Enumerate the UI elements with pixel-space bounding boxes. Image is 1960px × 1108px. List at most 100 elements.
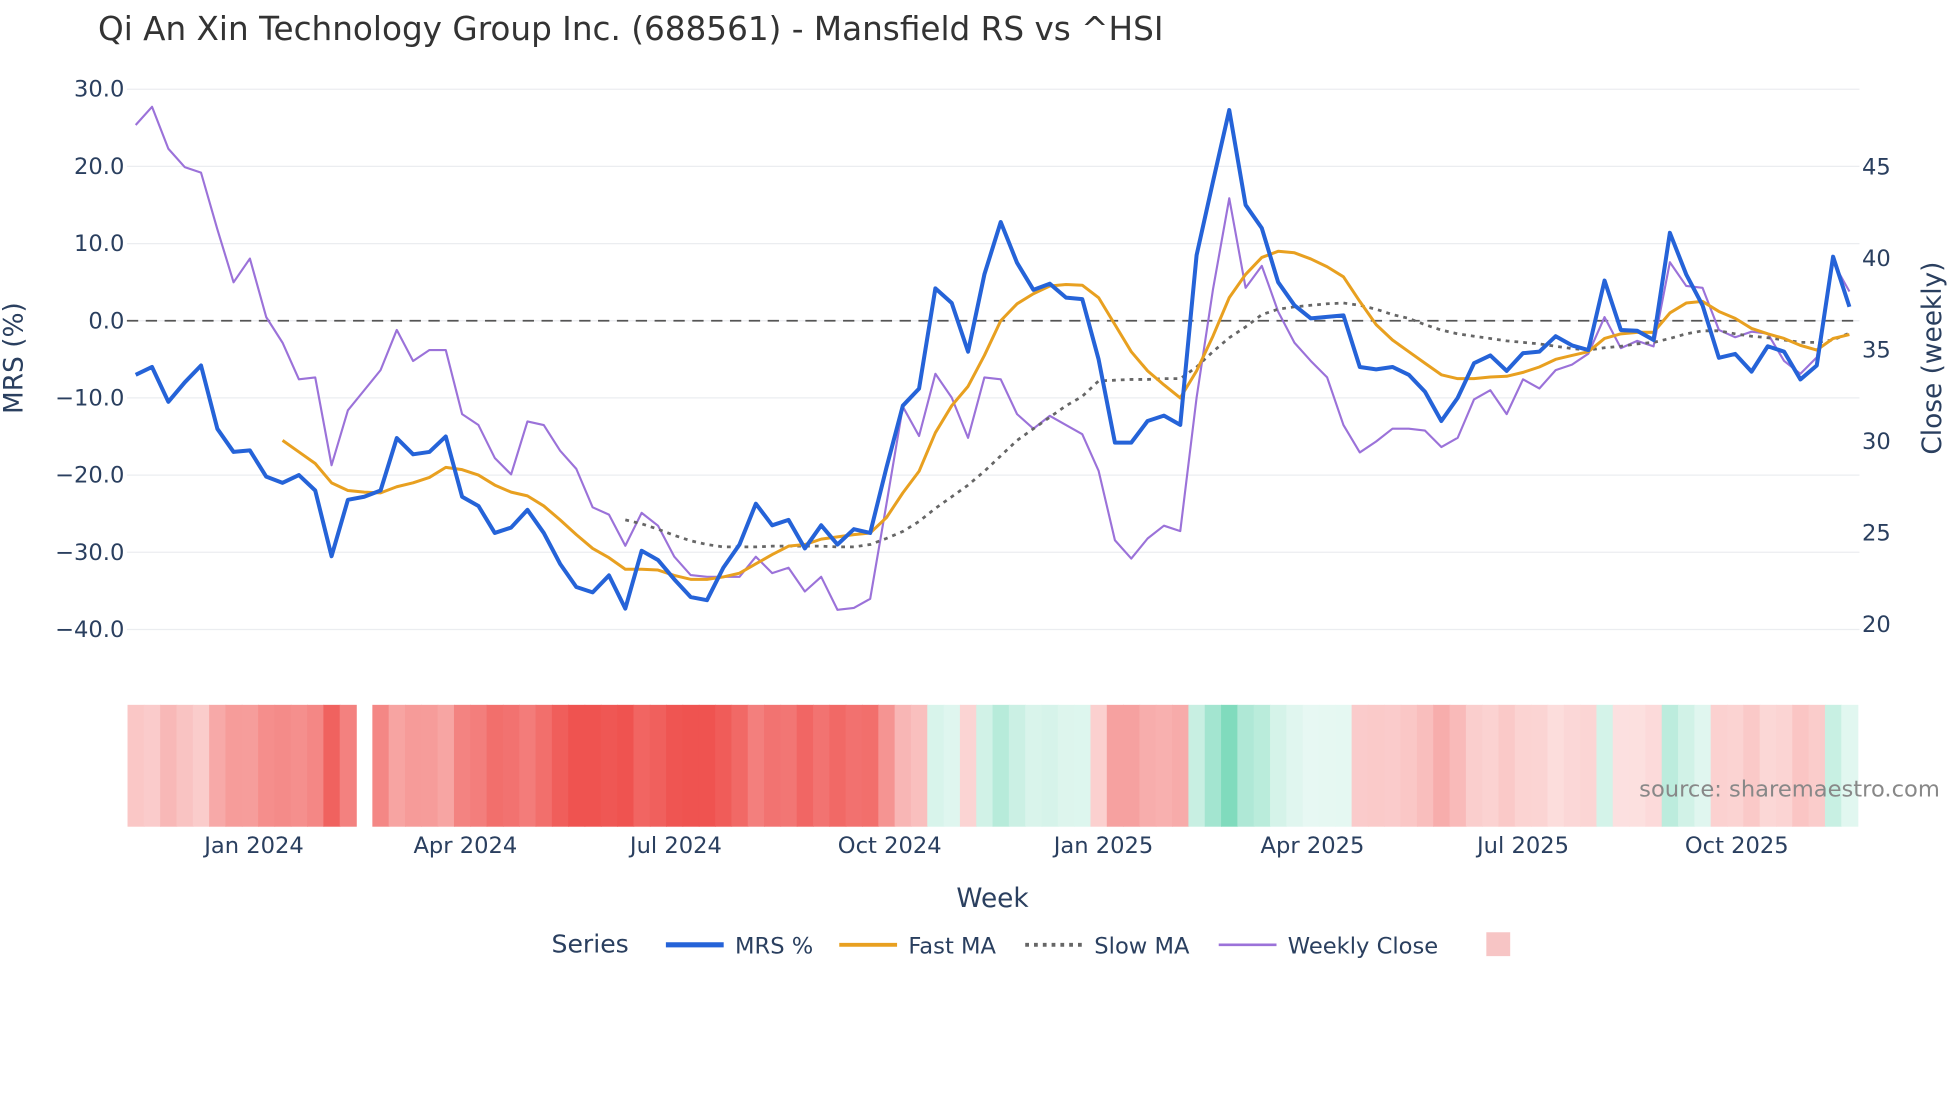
heatmap-cell (1645, 704, 1663, 827)
heatmap-cell (617, 704, 635, 827)
heatmap-cell (437, 704, 455, 827)
heatmap-cell (1580, 704, 1598, 827)
heatmap-cell (323, 704, 341, 827)
heatmap-cell (535, 704, 553, 827)
heatmap-cell (861, 704, 880, 827)
heatmap-cell (1547, 704, 1565, 827)
source-note: source: sharemaestro.com (1639, 777, 1940, 803)
heatmap-cell (813, 704, 831, 827)
chart-title: Qi An Xin Technology Group Inc. (688561)… (98, 10, 1163, 48)
legend-label: Weekly Close (1288, 934, 1438, 960)
heatmap-cell (1841, 704, 1859, 827)
heatmap-cell (1123, 704, 1141, 827)
legend-title: Series (552, 929, 629, 958)
heatmap-cell (339, 704, 357, 827)
heatmap-cell (1727, 704, 1745, 827)
heatmap-cell (1678, 704, 1696, 827)
heatmap-cell (404, 704, 423, 827)
x-tick-label: Oct 2024 (838, 833, 942, 859)
y-tick-label: −10.0 (55, 385, 124, 411)
heatmap-cell (829, 704, 847, 827)
heatmap-cell (600, 704, 618, 827)
heatmap-cell (1286, 704, 1304, 827)
y-tick-label: 10.0 (74, 231, 124, 257)
heatmap-cell (176, 704, 194, 827)
heatmap-cell (1433, 704, 1451, 827)
heatmap-cell (1335, 704, 1353, 827)
heatmap-cell (421, 704, 439, 827)
legend: Series MRS % Fast MA Slow MA Weekly Close (552, 929, 1511, 960)
legend-label: Slow MA (1094, 934, 1190, 960)
heatmap-cell (1759, 704, 1777, 827)
heatmap-cell (1090, 704, 1108, 827)
x-tick-label: Apr 2024 (413, 833, 517, 859)
y2-tick-label: 45 (1862, 155, 1891, 181)
heatmap-cell (1824, 704, 1843, 827)
heatmap-cell (307, 704, 325, 827)
x-tick-label: Apr 2025 (1261, 833, 1365, 859)
heatmap-cell (633, 704, 651, 827)
y2-tick-label: 20 (1862, 612, 1891, 638)
y2-tick-label: 25 (1862, 521, 1891, 547)
heatmap-cell (290, 704, 308, 827)
heatmap-cell (682, 704, 700, 827)
series-line-mrs (134, 108, 1852, 611)
heatmap-cell (1449, 704, 1467, 827)
heatmap-cell (698, 704, 716, 827)
heatmap-cell (976, 704, 994, 827)
heatmap-cell (1743, 704, 1761, 827)
heatmap-cell (1188, 704, 1206, 827)
heatmap-cell (1139, 704, 1157, 827)
heatmap-cell (258, 704, 276, 827)
heatmap-cell (225, 704, 243, 827)
heatmap-cell (845, 704, 863, 827)
heatmap-cell (796, 704, 814, 827)
heatmap-cell (160, 704, 178, 827)
heatmap-cell (959, 704, 977, 827)
heatmap-cell (1204, 704, 1222, 827)
y-tick-label: 20.0 (74, 154, 124, 180)
x-axis-label: Week (956, 884, 1029, 914)
x-tick-label: Jan 2025 (1052, 833, 1154, 859)
heatmap-cell (943, 704, 961, 827)
heatmap-cell (1318, 704, 1337, 827)
heatmap-cell (1416, 704, 1434, 827)
legend-label: MRS % (735, 934, 813, 960)
heatmap-cell (192, 704, 210, 827)
heatmap-cell (1694, 704, 1712, 827)
heatmap-cell (1155, 704, 1173, 827)
heatmap-cell (502, 704, 520, 827)
y-axis-label: MRS (%) (0, 302, 30, 414)
heatmap-cell (1041, 704, 1059, 827)
heatmap-cell (764, 704, 782, 827)
heatmap-cell (715, 704, 733, 827)
x-tick-label: Jul 2024 (628, 833, 722, 859)
heatmap-cell (274, 704, 292, 827)
y-tick-label: −20.0 (55, 463, 124, 489)
heatmap-cell (1710, 704, 1728, 827)
heatmap-cell (1351, 704, 1369, 827)
heatmap-cell (878, 704, 896, 827)
heatmap-cell (992, 704, 1010, 827)
heatmap-cell (1596, 704, 1614, 827)
heatmap-cell (1465, 704, 1483, 827)
heatmap-cell (666, 704, 684, 827)
heatmap-cell (1367, 704, 1386, 827)
heatmap-cell (1106, 704, 1124, 827)
heatmap-cell (1302, 704, 1320, 827)
heatmap-cell (1237, 704, 1255, 827)
series-line-fast-ma (281, 249, 1850, 581)
heatmap-cell (470, 704, 488, 827)
heatmap-cell (1792, 704, 1810, 827)
heatmap-cell (1400, 704, 1418, 827)
heatmap-cell (1074, 704, 1092, 827)
heatmap-cell (1531, 704, 1549, 827)
heatmap-cell (1808, 704, 1826, 827)
heatmap-cell (927, 704, 945, 827)
heatmap-cell (1253, 704, 1271, 827)
x-tick-label: Jan 2024 (202, 833, 304, 859)
heatmap-cell (910, 704, 929, 827)
heatmap-cell (1384, 704, 1402, 827)
